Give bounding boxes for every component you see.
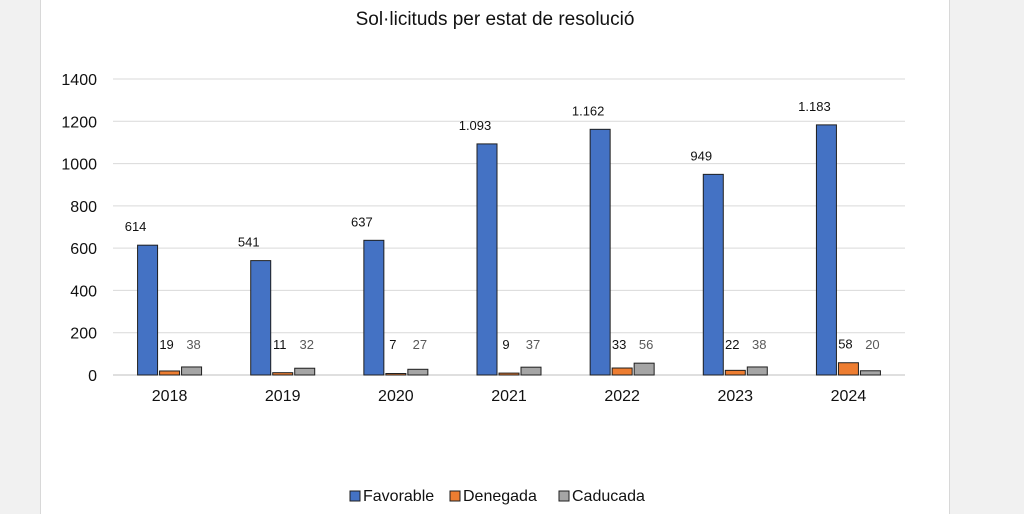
y-tick-label: 1000 — [61, 157, 97, 174]
data-label-favorable-2018: 614 — [125, 219, 147, 234]
data-label-denegada-2024: 58 — [838, 337, 852, 352]
bar-caducada-2022 — [633, 362, 655, 376]
bar-caducada-2019 — [294, 367, 316, 376]
bar-favorable-2022 — [589, 128, 611, 376]
y-tick-label: 200 — [70, 326, 97, 343]
bar-favorable-2019 — [250, 260, 272, 376]
bar-caducada-2021 — [520, 366, 542, 376]
x-tick-label: 2023 — [717, 388, 753, 405]
data-labels: 614 19 38 541 11 32 637 7 27 1.093 9 37 1.162 33 56 949… — [125, 99, 880, 352]
data-label-denegada-2020: 7 — [389, 337, 396, 352]
data-label-denegada-2019: 11 — [273, 337, 287, 352]
x-tick-label: 2020 — [378, 388, 414, 405]
bar-denegada-2020 — [385, 373, 407, 376]
y-axis-ticks: 0 200 400 600 800 1000 1200 1400 — [61, 72, 97, 385]
legend-label-denegada: Denegada — [463, 488, 537, 505]
bar-caducada-2020 — [407, 368, 429, 376]
data-label-denegada-2023: 22 — [725, 337, 739, 352]
y-tick-label: 600 — [70, 241, 97, 258]
bar-caducada-2018 — [181, 366, 203, 376]
bar-favorable-2021 — [476, 143, 498, 376]
bar-denegada-2024 — [837, 362, 859, 376]
data-label-caducada-2021: 37 — [526, 337, 540, 352]
legend-swatch-favorable — [349, 490, 361, 502]
y-tick-label: 400 — [70, 283, 97, 300]
legend-label-caducada: Caducada — [572, 488, 645, 505]
bar-favorable-2023 — [702, 173, 724, 376]
bar-favorable-2018 — [137, 244, 159, 376]
data-label-favorable-2023: 949 — [690, 148, 712, 163]
data-label-favorable-2019: 541 — [238, 235, 260, 250]
data-label-denegada-2021: 9 — [502, 337, 509, 352]
bar-favorable-2020 — [363, 239, 385, 376]
x-tick-label: 2021 — [491, 388, 527, 405]
y-tick-label: 0 — [88, 368, 97, 385]
y-tick-label: 1200 — [61, 114, 97, 131]
data-label-caducada-2024: 20 — [865, 337, 879, 352]
data-label-caducada-2022: 56 — [639, 337, 653, 352]
data-label-favorable-2020: 637 — [351, 214, 373, 229]
data-label-caducada-2020: 27 — [413, 337, 427, 352]
legend-swatch-denegada — [449, 490, 461, 502]
bar-denegada-2021 — [498, 372, 520, 376]
legend-label-favorable: Favorable — [363, 488, 434, 505]
x-tick-label: 2018 — [152, 388, 188, 405]
bar-favorable-2024 — [815, 124, 837, 376]
y-tick-label: 1400 — [61, 72, 97, 89]
data-label-caducada-2018: 38 — [186, 337, 200, 352]
y-tick-label: 800 — [70, 199, 97, 216]
x-tick-label: 2019 — [265, 388, 301, 405]
data-label-caducada-2023: 38 — [752, 337, 766, 352]
data-label-favorable-2021: 1.093 — [459, 118, 492, 133]
data-label-favorable-2024: 1.183 — [798, 99, 831, 114]
bar-denegada-2018 — [159, 370, 181, 376]
bar-caducada-2023 — [746, 366, 768, 376]
data-label-caducada-2019: 32 — [299, 337, 313, 352]
gridlines — [113, 78, 905, 376]
legend-swatch-caducada — [558, 490, 570, 502]
legend: Favorable Denegada Caducada — [349, 488, 645, 505]
bar-denegada-2023 — [724, 369, 746, 376]
bar-denegada-2022 — [611, 367, 633, 376]
bar-caducada-2024 — [859, 370, 881, 376]
data-label-denegada-2018: 19 — [159, 337, 173, 352]
x-axis-ticks: 2018 2019 2020 2021 2022 2023 2024 — [152, 388, 867, 405]
chart-title: Sol·licituds per estat de resolució — [356, 9, 635, 30]
data-label-denegada-2022: 33 — [612, 337, 626, 352]
x-tick-label: 2024 — [831, 388, 867, 405]
x-tick-label: 2022 — [604, 388, 640, 405]
bars — [137, 124, 881, 376]
data-label-favorable-2022: 1.162 — [572, 103, 605, 118]
bar-denegada-2019 — [272, 372, 294, 376]
